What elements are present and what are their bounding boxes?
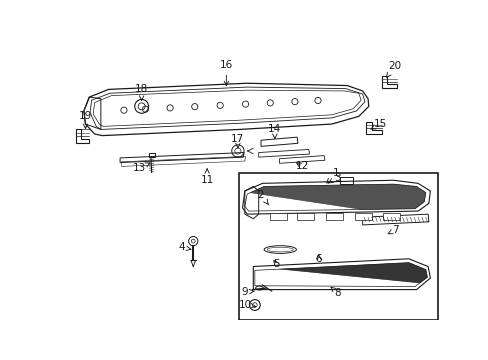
- Bar: [382, 213, 399, 220]
- Text: 17: 17: [231, 134, 244, 148]
- Text: 12: 12: [295, 161, 308, 171]
- Text: 15: 15: [370, 119, 386, 129]
- Bar: [239, 172, 437, 320]
- Text: 1: 1: [326, 168, 339, 183]
- Text: 20: 20: [386, 61, 401, 77]
- Text: 4: 4: [178, 242, 190, 252]
- Text: 6: 6: [315, 254, 322, 264]
- Bar: [354, 213, 371, 220]
- Text: 19: 19: [79, 111, 92, 129]
- Bar: [270, 213, 286, 220]
- Text: 9: 9: [241, 287, 253, 297]
- Text: 5: 5: [272, 259, 279, 269]
- Text: 3: 3: [328, 173, 340, 183]
- Text: 7: 7: [387, 225, 398, 235]
- Bar: [325, 213, 342, 220]
- Text: 10: 10: [239, 300, 255, 310]
- Text: 18: 18: [135, 84, 148, 100]
- Text: 14: 14: [268, 125, 281, 139]
- Text: 16: 16: [219, 60, 232, 86]
- Bar: [297, 213, 313, 220]
- Text: 13: 13: [132, 163, 150, 173]
- Text: 2: 2: [257, 190, 268, 205]
- Text: 8: 8: [330, 287, 341, 298]
- Text: 11: 11: [200, 169, 213, 185]
